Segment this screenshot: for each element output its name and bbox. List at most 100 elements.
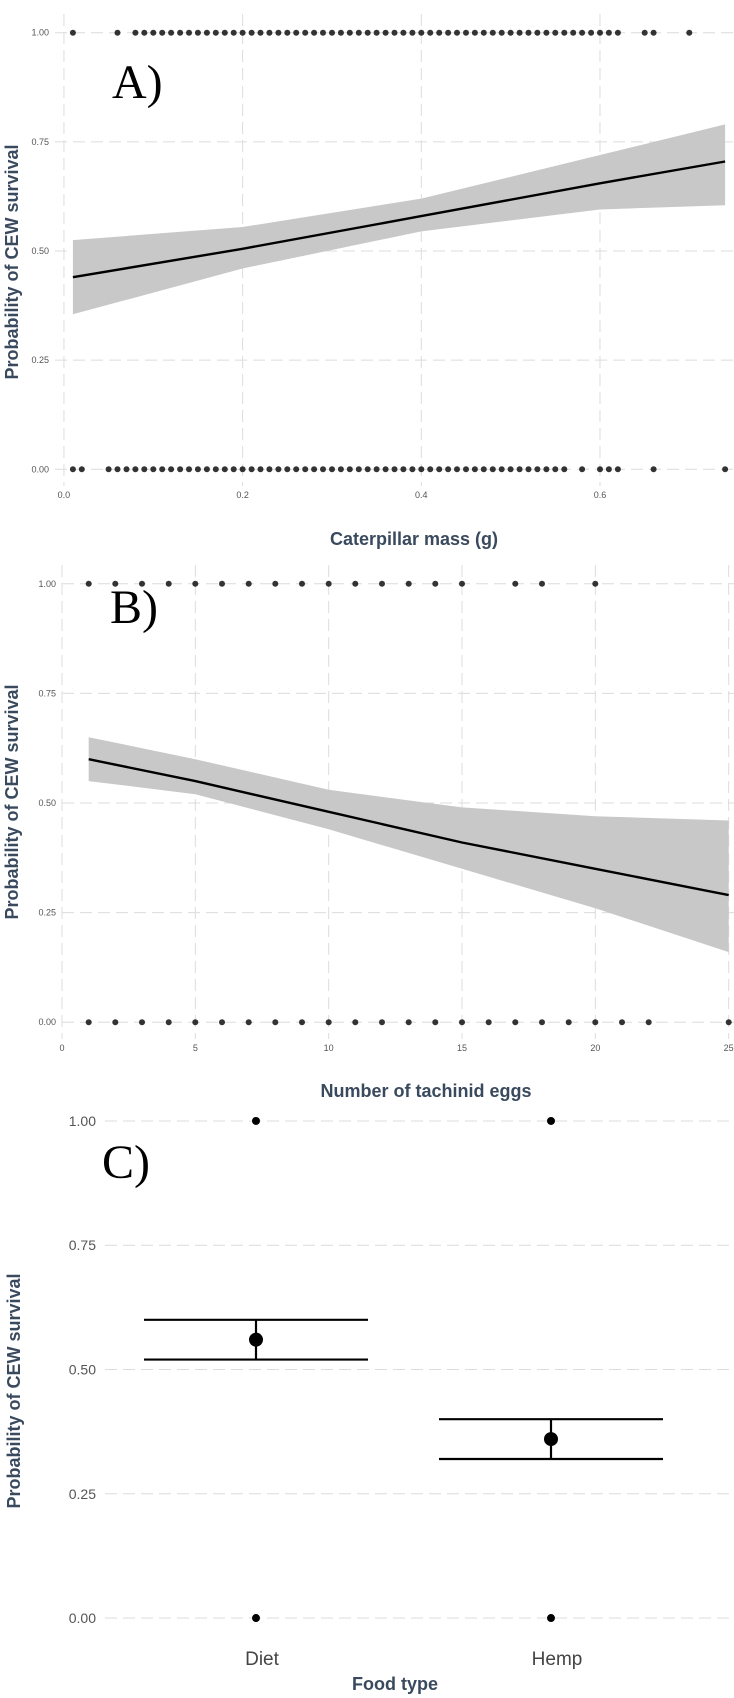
data-point-died-a [194, 466, 201, 473]
data-point-died-b [112, 1019, 119, 1026]
raw-point-diet [252, 1614, 260, 1623]
data-point-died-a [123, 466, 130, 473]
y-tick-label-a: 0.75 [31, 137, 49, 147]
data-point-survived-a [498, 29, 505, 36]
data-point-died-b [85, 1019, 92, 1026]
data-point-survived-b [379, 580, 385, 587]
y-tick-label-a: 0.00 [31, 464, 49, 474]
estimate-point-diet [249, 1332, 263, 1347]
data-point-died-b [245, 1019, 252, 1026]
raw-point-hemp [547, 1614, 555, 1623]
panel-c: 0.00 0.25 0.50 0.75 1.00 Diet Hemp C) Food ty… [4, 1113, 734, 1694]
data-point-died-a [409, 466, 416, 473]
data-point-survived-a [150, 29, 157, 36]
y-tick-label-c: 0.75 [69, 1237, 96, 1253]
data-point-died-b [299, 1019, 305, 1026]
data-point-survived-a [248, 29, 255, 36]
y-tick-label-c: 0.00 [69, 1610, 96, 1626]
x-axis-label-b: Number of tachinid eggs [320, 1081, 531, 1101]
data-point-died-b [565, 1019, 572, 1026]
data-point-died-a [552, 466, 559, 473]
data-point-died-a [141, 466, 148, 473]
x-tick-label-b: 20 [590, 1043, 600, 1053]
data-point-died-a [480, 466, 487, 473]
y-axis-label-b: Probability of CEW survival [2, 684, 22, 919]
data-point-died-b [352, 1019, 359, 1026]
data-point-survived-a [239, 29, 246, 36]
data-point-died-a [454, 466, 460, 473]
y-tick-label-b: 1.00 [38, 579, 56, 589]
data-point-died-a [507, 466, 514, 473]
data-point-died-a [373, 466, 380, 473]
data-point-died-a [230, 466, 237, 473]
data-point-survived-a [212, 29, 219, 36]
data-point-survived-b [432, 580, 439, 587]
y-tick-label-a: 0.50 [31, 246, 49, 256]
data-point-died-a [463, 466, 469, 473]
data-point-died-a [418, 466, 425, 473]
data-point-died-b [592, 1019, 599, 1026]
y-tick-label-a: 0.25 [31, 355, 49, 365]
y-axis-label-c: Probability of CEW survival [4, 1273, 24, 1508]
data-point-survived-a [159, 29, 166, 36]
x-axis-label-c: Food type [352, 1674, 438, 1694]
y-tick-label-c: 0.50 [69, 1362, 96, 1378]
data-point-died-b [272, 1019, 279, 1026]
x-tick-label-b: 0 [59, 1043, 64, 1053]
data-point-survived-a [614, 29, 621, 36]
data-point-died-b [325, 1019, 332, 1026]
data-point-survived-b [139, 580, 145, 587]
data-point-survived-b [112, 580, 119, 587]
data-point-died-b [459, 1019, 465, 1026]
data-point-died-b [192, 1019, 199, 1026]
x-tick-label-b: 10 [324, 1043, 334, 1053]
data-point-survived-a [230, 29, 237, 36]
data-point-survived-a [409, 29, 416, 36]
data-point-survived-b [592, 580, 599, 587]
data-point-survived-b [539, 580, 545, 587]
data-point-died-a [579, 466, 586, 473]
data-point-died-a [329, 466, 335, 473]
data-point-died-a [355, 466, 362, 473]
data-point-survived-a [186, 29, 192, 36]
data-point-died-a [436, 466, 443, 473]
data-point-died-b [725, 1019, 732, 1026]
data-point-survived-a [427, 29, 434, 36]
data-point-survived-b [85, 580, 92, 587]
data-point-died-b [165, 1019, 172, 1026]
raw-point-hemp [547, 1116, 555, 1125]
data-point-survived-a [391, 29, 398, 36]
data-point-died-a [650, 466, 657, 473]
data-point-died-a [168, 466, 175, 473]
data-point-survived-a [203, 29, 210, 36]
data-point-survived-a [561, 29, 568, 36]
data-point-survived-a [489, 29, 496, 36]
data-point-survived-a [525, 29, 532, 36]
data-point-died-a [293, 466, 300, 473]
data-point-survived-a [141, 29, 148, 36]
data-point-survived-b [352, 580, 359, 587]
data-point-died-b [539, 1019, 545, 1026]
fit-line-b [88, 758, 729, 897]
data-point-survived-b [219, 580, 225, 587]
data-point-died-a [320, 466, 326, 473]
data-point-survived-b [325, 580, 332, 587]
data-point-survived-a [543, 29, 550, 36]
data-point-survived-a [329, 29, 335, 36]
data-point-died-a [239, 466, 246, 473]
data-point-died-a [597, 466, 603, 473]
data-point-survived-a [597, 29, 603, 36]
y-tick-label-a: 1.00 [31, 28, 49, 38]
data-point-survived-a [346, 29, 353, 36]
y-tick-label-b: 0.75 [38, 688, 56, 698]
y-tick-label-b: 0.25 [38, 908, 56, 918]
x-axis-label-a: Caterpillar mass (g) [330, 529, 498, 549]
data-point-survived-a [177, 29, 184, 36]
data-point-survived-a [320, 29, 326, 36]
x-tick-label-b: 5 [193, 1043, 198, 1053]
data-point-died-a [364, 466, 371, 473]
panel-label-c: C) [102, 1136, 150, 1189]
data-point-died-a [516, 466, 523, 473]
data-point-died-a [561, 466, 568, 473]
